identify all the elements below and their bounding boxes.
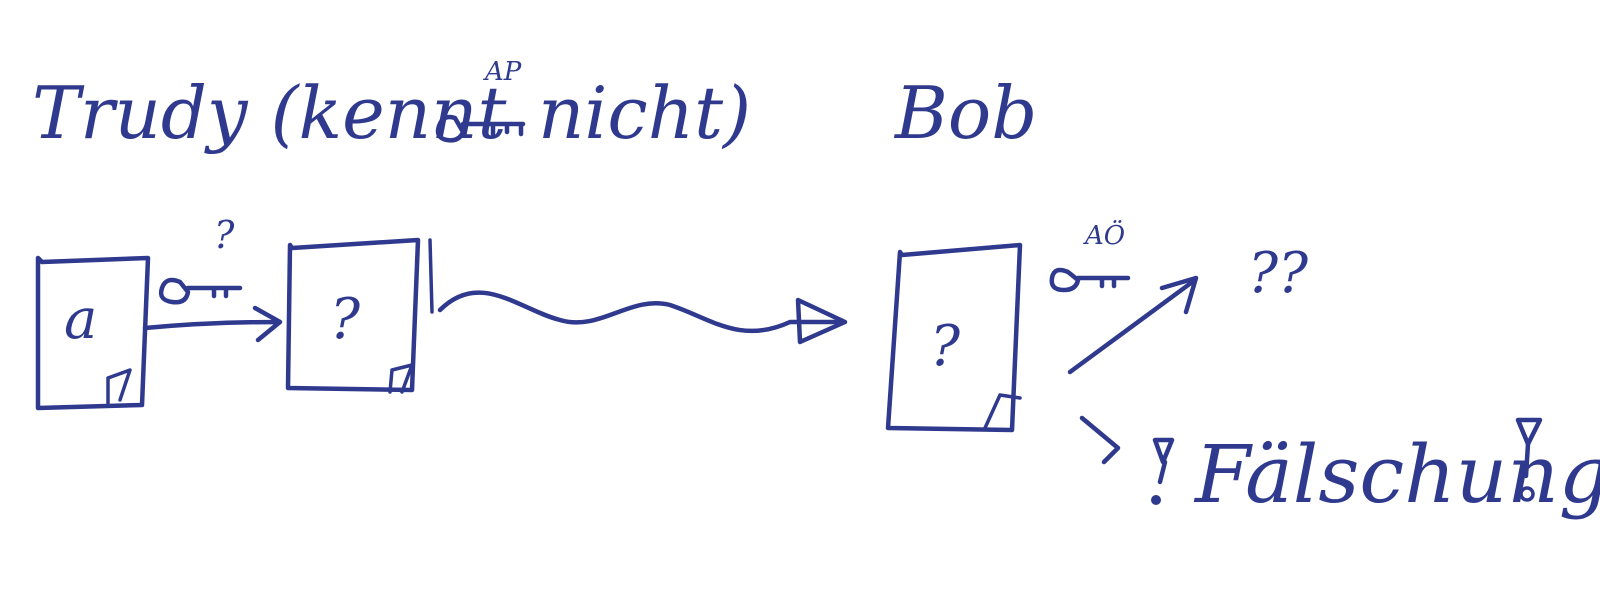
arrow-result-forgery xyxy=(1079,415,1121,465)
key-icon xyxy=(158,277,191,305)
key-unknown-sup: ? xyxy=(214,213,235,257)
key-icon xyxy=(1049,267,1081,293)
arrow-sign xyxy=(142,305,283,343)
trudy-heading: Trudy (kennt AP nicht) xyxy=(32,57,751,155)
result-forgery: Fälschung xyxy=(1193,428,1600,521)
document-icon xyxy=(35,255,151,411)
trudy-label-end: nicht) xyxy=(538,71,751,155)
key-icon xyxy=(435,114,526,143)
doc-unknown-1: ? xyxy=(330,287,361,352)
key-public: AÖ xyxy=(1049,219,1131,293)
transmission-arrow xyxy=(437,290,848,345)
document-icon xyxy=(285,237,421,393)
key-public-sup: AÖ xyxy=(1083,219,1125,251)
trudy-label: Trudy (kennt xyxy=(32,71,508,155)
arrow-result-unknown xyxy=(1067,275,1199,375)
doc-unknown-2: ? xyxy=(930,314,961,379)
document-icon xyxy=(885,242,1023,433)
result-unknown: ?? xyxy=(1248,241,1309,306)
doc-plain-content: a xyxy=(64,287,97,352)
bob-label: Bob xyxy=(893,71,1037,155)
document-forged: ? xyxy=(285,237,434,394)
forgery-icon xyxy=(1151,417,1543,505)
key-private-sup: AP xyxy=(483,57,522,87)
wavy-arrow-icon xyxy=(437,290,845,334)
document-plain: a xyxy=(35,255,151,411)
arrow-icon xyxy=(1067,275,1199,375)
arrow-icon xyxy=(1079,415,1121,465)
key-unknown: ? xyxy=(158,213,243,305)
document-received: ? xyxy=(885,242,1023,433)
arrow-icon xyxy=(142,305,283,343)
